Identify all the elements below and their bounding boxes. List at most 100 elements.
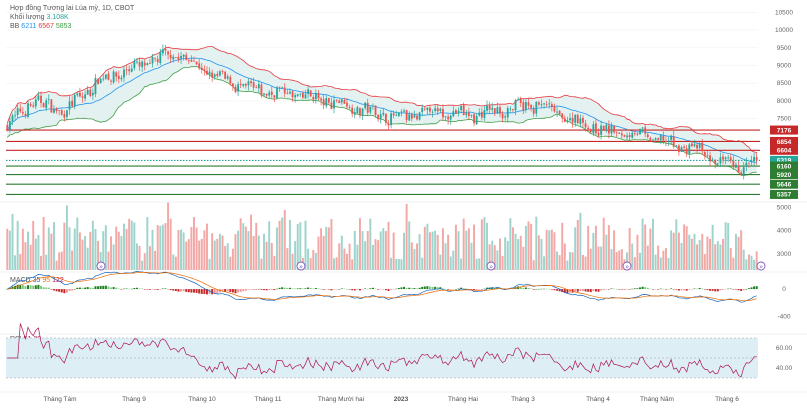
macd-bar	[239, 289, 242, 292]
level-badge	[770, 145, 798, 155]
volume-bar	[675, 219, 678, 270]
macd-bar	[460, 287, 463, 290]
volume-bar	[403, 232, 406, 270]
volume-bar	[395, 258, 398, 270]
candle-body	[161, 49, 164, 54]
candle-body	[133, 61, 136, 69]
volume-bar	[94, 228, 97, 270]
macd-bar	[84, 287, 87, 290]
volume-bar	[750, 255, 753, 270]
macd-bar	[286, 287, 289, 290]
candle-body	[102, 78, 105, 80]
candle-body	[24, 113, 27, 116]
candle-body	[506, 108, 509, 118]
macd-bar	[112, 287, 115, 290]
volume-bar	[667, 258, 670, 270]
volume-bar	[493, 245, 496, 270]
volume-bar	[327, 227, 330, 270]
candle-body	[753, 156, 756, 162]
candle-body	[193, 60, 195, 62]
candle-body	[136, 61, 138, 63]
macd-bar	[685, 289, 688, 291]
macd-bar	[397, 287, 400, 290]
macd-bar	[263, 289, 265, 291]
candle-body	[265, 93, 268, 96]
candle-body	[501, 113, 504, 119]
volume-bar	[423, 226, 426, 270]
macd-bar	[527, 287, 530, 290]
candle-body	[714, 159, 717, 165]
macd-bar	[346, 289, 348, 290]
volume-bar	[55, 260, 58, 270]
volume-bar	[120, 235, 123, 270]
volume-bar	[102, 231, 105, 270]
macd-bar	[410, 288, 413, 290]
event-marker-circle	[486, 261, 496, 271]
volume-bar	[358, 218, 361, 270]
candle-body	[657, 138, 660, 141]
volume-bar	[208, 258, 211, 270]
volume-bar	[714, 244, 717, 270]
event-marker-icon: »	[296, 261, 306, 271]
volume-bar	[548, 230, 551, 270]
candle-body	[605, 124, 608, 130]
macd-bar	[117, 288, 120, 290]
candle-body	[289, 91, 291, 94]
candle-body	[104, 74, 107, 79]
chart-legend: Hợp đồng Tương lai Lúa mỳ, 1D, CBOT Khối…	[10, 4, 134, 31]
volume-bar	[703, 254, 706, 270]
macd-bar	[294, 288, 297, 290]
macd-bar	[493, 287, 496, 290]
candle-body	[343, 100, 346, 104]
candle-body	[548, 103, 551, 105]
volume-bar	[636, 234, 639, 270]
price-tick-label: 9000	[777, 62, 792, 69]
candle-body	[530, 104, 533, 108]
macd-bar	[275, 288, 278, 290]
candle-body	[556, 111, 558, 113]
candle-body	[444, 116, 447, 117]
volume-bar	[511, 227, 514, 270]
candle-body	[442, 108, 444, 118]
macd-bar	[553, 289, 556, 291]
macd-bar	[610, 288, 613, 290]
macd-bar	[436, 287, 439, 290]
macd-bar	[384, 289, 387, 291]
macd-bar	[566, 289, 569, 294]
volume-bar	[255, 222, 258, 270]
candle-body	[164, 48, 167, 51]
macd-bar	[151, 289, 154, 290]
candle-body	[333, 100, 335, 109]
event-marker-circle	[296, 261, 306, 271]
candle-body	[257, 84, 260, 89]
volume-bar	[488, 244, 491, 270]
macd-bar	[636, 288, 639, 290]
price-tick-label: 8000	[777, 98, 792, 105]
macd-bar	[128, 288, 131, 290]
macd-bar	[584, 289, 587, 292]
volume-bar	[592, 232, 595, 270]
volume-bar	[317, 236, 320, 270]
macd-bar	[470, 289, 473, 290]
volume-bar	[353, 230, 356, 270]
volume-bar	[309, 258, 312, 270]
candle-body	[60, 110, 63, 115]
macd-bar	[89, 287, 92, 290]
event-marker-glyph: »	[489, 263, 493, 270]
candle-body	[491, 107, 494, 110]
macd-bar	[167, 289, 170, 290]
macd-bar	[382, 289, 385, 290]
level-badge-label: 5920	[777, 172, 792, 179]
level-badge	[770, 161, 798, 171]
candle-body	[34, 99, 37, 107]
volume-bar	[753, 259, 756, 270]
volume-bar	[340, 235, 343, 270]
candle-body	[517, 98, 520, 100]
volume-bar	[348, 243, 351, 270]
volume-bar	[117, 231, 120, 270]
volume-bar	[76, 217, 79, 270]
macd-bar	[491, 287, 494, 290]
candle-body	[423, 108, 426, 110]
volume-bar	[107, 251, 110, 270]
